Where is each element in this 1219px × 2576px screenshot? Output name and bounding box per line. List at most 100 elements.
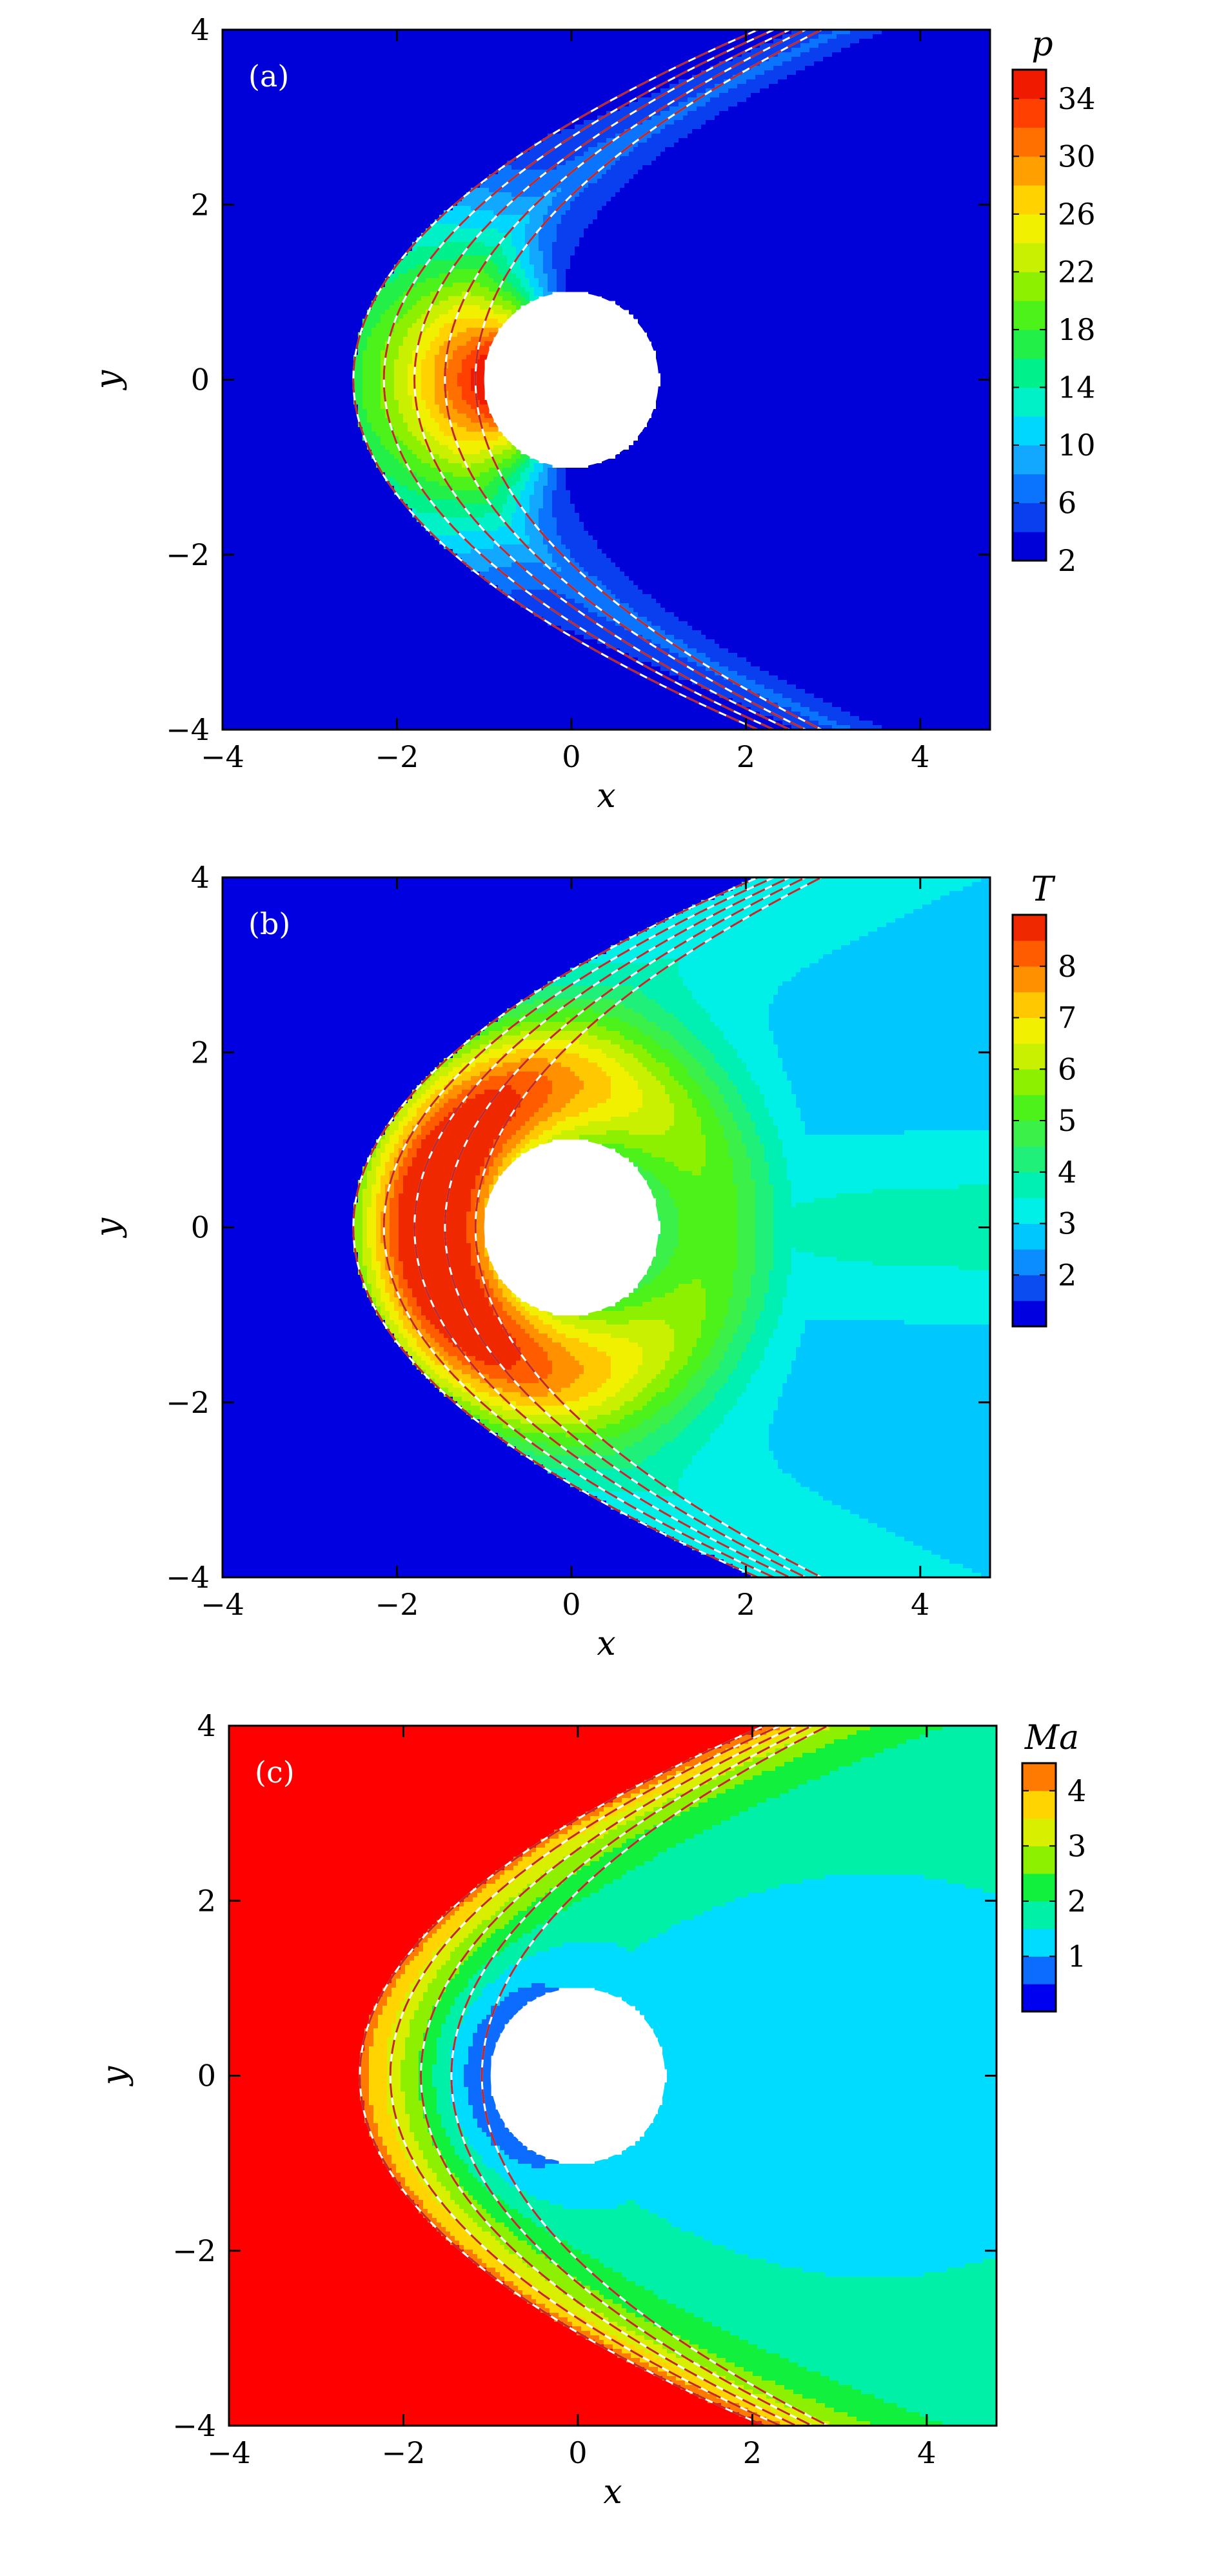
colorbar-band — [1013, 1275, 1046, 1301]
x-axis-label: x — [597, 777, 615, 815]
contour-line-dashed — [389, 1726, 783, 2426]
y-tick-label: 0 — [191, 1210, 210, 1245]
contour-line-dashed — [450, 1726, 815, 2426]
colorbar: 4 3 2 1 Ma — [1021, 1719, 1086, 2013]
contour-lines — [352, 30, 824, 730]
colorbar-band — [1013, 301, 1046, 330]
panel-0: −4 −2 0 2 4 4 2 0 −2 −4 x y (a) 34 30 26 22 18 14 10 6 2 p — [89, 12, 1096, 815]
x-axis-label: x — [597, 1624, 615, 1663]
colorbar-tick-label: 1 — [1067, 1939, 1086, 1973]
y-tick-label: −4 — [172, 2408, 216, 2443]
x-tick-label: 4 — [911, 1587, 929, 1622]
colorbar-tick-label: 2 — [1058, 1257, 1076, 1292]
colorbar-tick-label: 8 — [1058, 949, 1076, 984]
colorbar-tick-label: 30 — [1058, 139, 1096, 174]
contour-line-dashed — [481, 1726, 831, 2426]
y-tick-label: 0 — [191, 363, 210, 397]
colorbar-band — [1013, 1095, 1046, 1121]
x-tick-label: 0 — [562, 739, 580, 774]
colorbar-band — [1013, 474, 1046, 503]
contour-field — [223, 30, 990, 730]
y-axis-label: y — [89, 370, 128, 390]
cylinder-obstacle — [484, 292, 659, 468]
colorbar-band — [1013, 272, 1046, 301]
colorbar-band — [1022, 1901, 1056, 1930]
colorbar-band — [1013, 1301, 1046, 1327]
colorbar-band — [1022, 1763, 1056, 1792]
y-tick-label: 4 — [197, 1708, 216, 1743]
x-tick-label: 0 — [568, 2435, 587, 2470]
colorbar-band — [1013, 185, 1046, 215]
colorbar-band — [1013, 915, 1046, 941]
colorbar-band — [1022, 1984, 1056, 2012]
colorbar-tick-label: 34 — [1058, 81, 1096, 116]
y-axis-label: y — [95, 2066, 134, 2086]
contour-line-dashed — [474, 877, 824, 1577]
colorbar: 34 30 26 22 18 14 10 6 2 p — [1011, 25, 1096, 578]
colorbar-tick-label: 3 — [1058, 1206, 1076, 1241]
y-tick-label: −4 — [166, 712, 210, 747]
y-tick-label: 0 — [197, 2059, 216, 2093]
panel-2: −4 −2 0 2 4 4 2 0 −2 −4 x y (c) 4 3 2 1 Ma — [95, 1708, 1086, 2511]
colorbar-frame — [1011, 68, 1047, 562]
colorbar-band — [1013, 1249, 1046, 1275]
contour-line-dashed — [419, 1726, 799, 2426]
x-tick-label: 4 — [917, 2435, 936, 2470]
x-tick-label: 0 — [562, 1587, 580, 1622]
colorbar-band — [1013, 940, 1046, 967]
colorbar-tick-label: 26 — [1058, 197, 1096, 232]
colorbar-tick-label: 6 — [1058, 1052, 1076, 1086]
panel-label: (c) — [255, 1755, 295, 1790]
colorbar-tick-label: 2 — [1058, 543, 1076, 578]
colorbar-band — [1013, 416, 1046, 446]
colorbar-band — [1013, 1172, 1046, 1199]
x-tick-label: 2 — [743, 2435, 762, 2470]
colorbar-tick-label: 6 — [1058, 485, 1076, 520]
colorbar-band — [1013, 966, 1046, 993]
x-tick-label: 2 — [737, 739, 755, 774]
colorbar-tick-label: 14 — [1058, 370, 1096, 404]
x-tick-label: 4 — [911, 739, 929, 774]
colorbar-title: T — [1031, 870, 1056, 909]
contour-line-dashed — [359, 1726, 768, 2426]
colorbar-band — [1013, 1223, 1046, 1250]
colorbar-band — [1013, 1069, 1046, 1095]
colorbar-band — [1013, 70, 1046, 99]
colorbar-tick-label: 2 — [1067, 1884, 1086, 1919]
x-tick-label: −2 — [382, 2435, 426, 2470]
y-tick-label: 4 — [191, 12, 210, 47]
colorbar-band — [1013, 992, 1046, 1018]
colorbar-band — [1013, 243, 1046, 272]
colorbar-band — [1013, 1017, 1046, 1044]
y-tick-label: 2 — [191, 187, 210, 222]
colorbar-band — [1013, 1146, 1046, 1173]
colorbar-band — [1013, 127, 1046, 157]
colorbar-title: Ma — [1024, 1719, 1079, 1757]
cylinder-obstacle — [490, 1988, 666, 2164]
colorbar-tick-label: 4 — [1067, 1773, 1086, 1808]
colorbar-band — [1013, 532, 1046, 561]
colorbar-tick-label: 4 — [1058, 1155, 1076, 1190]
y-tick-label: −4 — [166, 1560, 210, 1595]
colorbar-band — [1013, 98, 1046, 128]
x-tick-label: −4 — [201, 1587, 244, 1622]
colorbar-band — [1013, 1121, 1046, 1147]
colorbar-tick-label: 18 — [1058, 312, 1096, 347]
y-tick-label: −2 — [166, 537, 210, 572]
contour-line-dashed — [413, 30, 793, 730]
colorbar-band — [1013, 156, 1046, 186]
colorbar-band — [1022, 1956, 1056, 1984]
colorbar-band — [1013, 387, 1046, 417]
colorbar-tick-label: 22 — [1058, 254, 1096, 289]
colorbar: 8 7 6 5 4 3 2 T — [1011, 870, 1076, 1328]
y-tick-label: 2 — [191, 1035, 210, 1070]
panel-1: −4 −2 0 2 4 4 2 0 −2 −4 x y (b) 8 7 6 5 4 3 2 T — [89, 860, 1076, 1663]
colorbar-band — [1022, 1846, 1056, 1874]
x-tick-label: −2 — [375, 739, 419, 774]
colorbar-tick-label: 10 — [1058, 428, 1096, 463]
y-axis-label: y — [89, 1217, 128, 1238]
colorbar-band — [1022, 1873, 1056, 1902]
y-tick-label: −2 — [166, 1385, 210, 1420]
contour-lines — [352, 877, 824, 1577]
